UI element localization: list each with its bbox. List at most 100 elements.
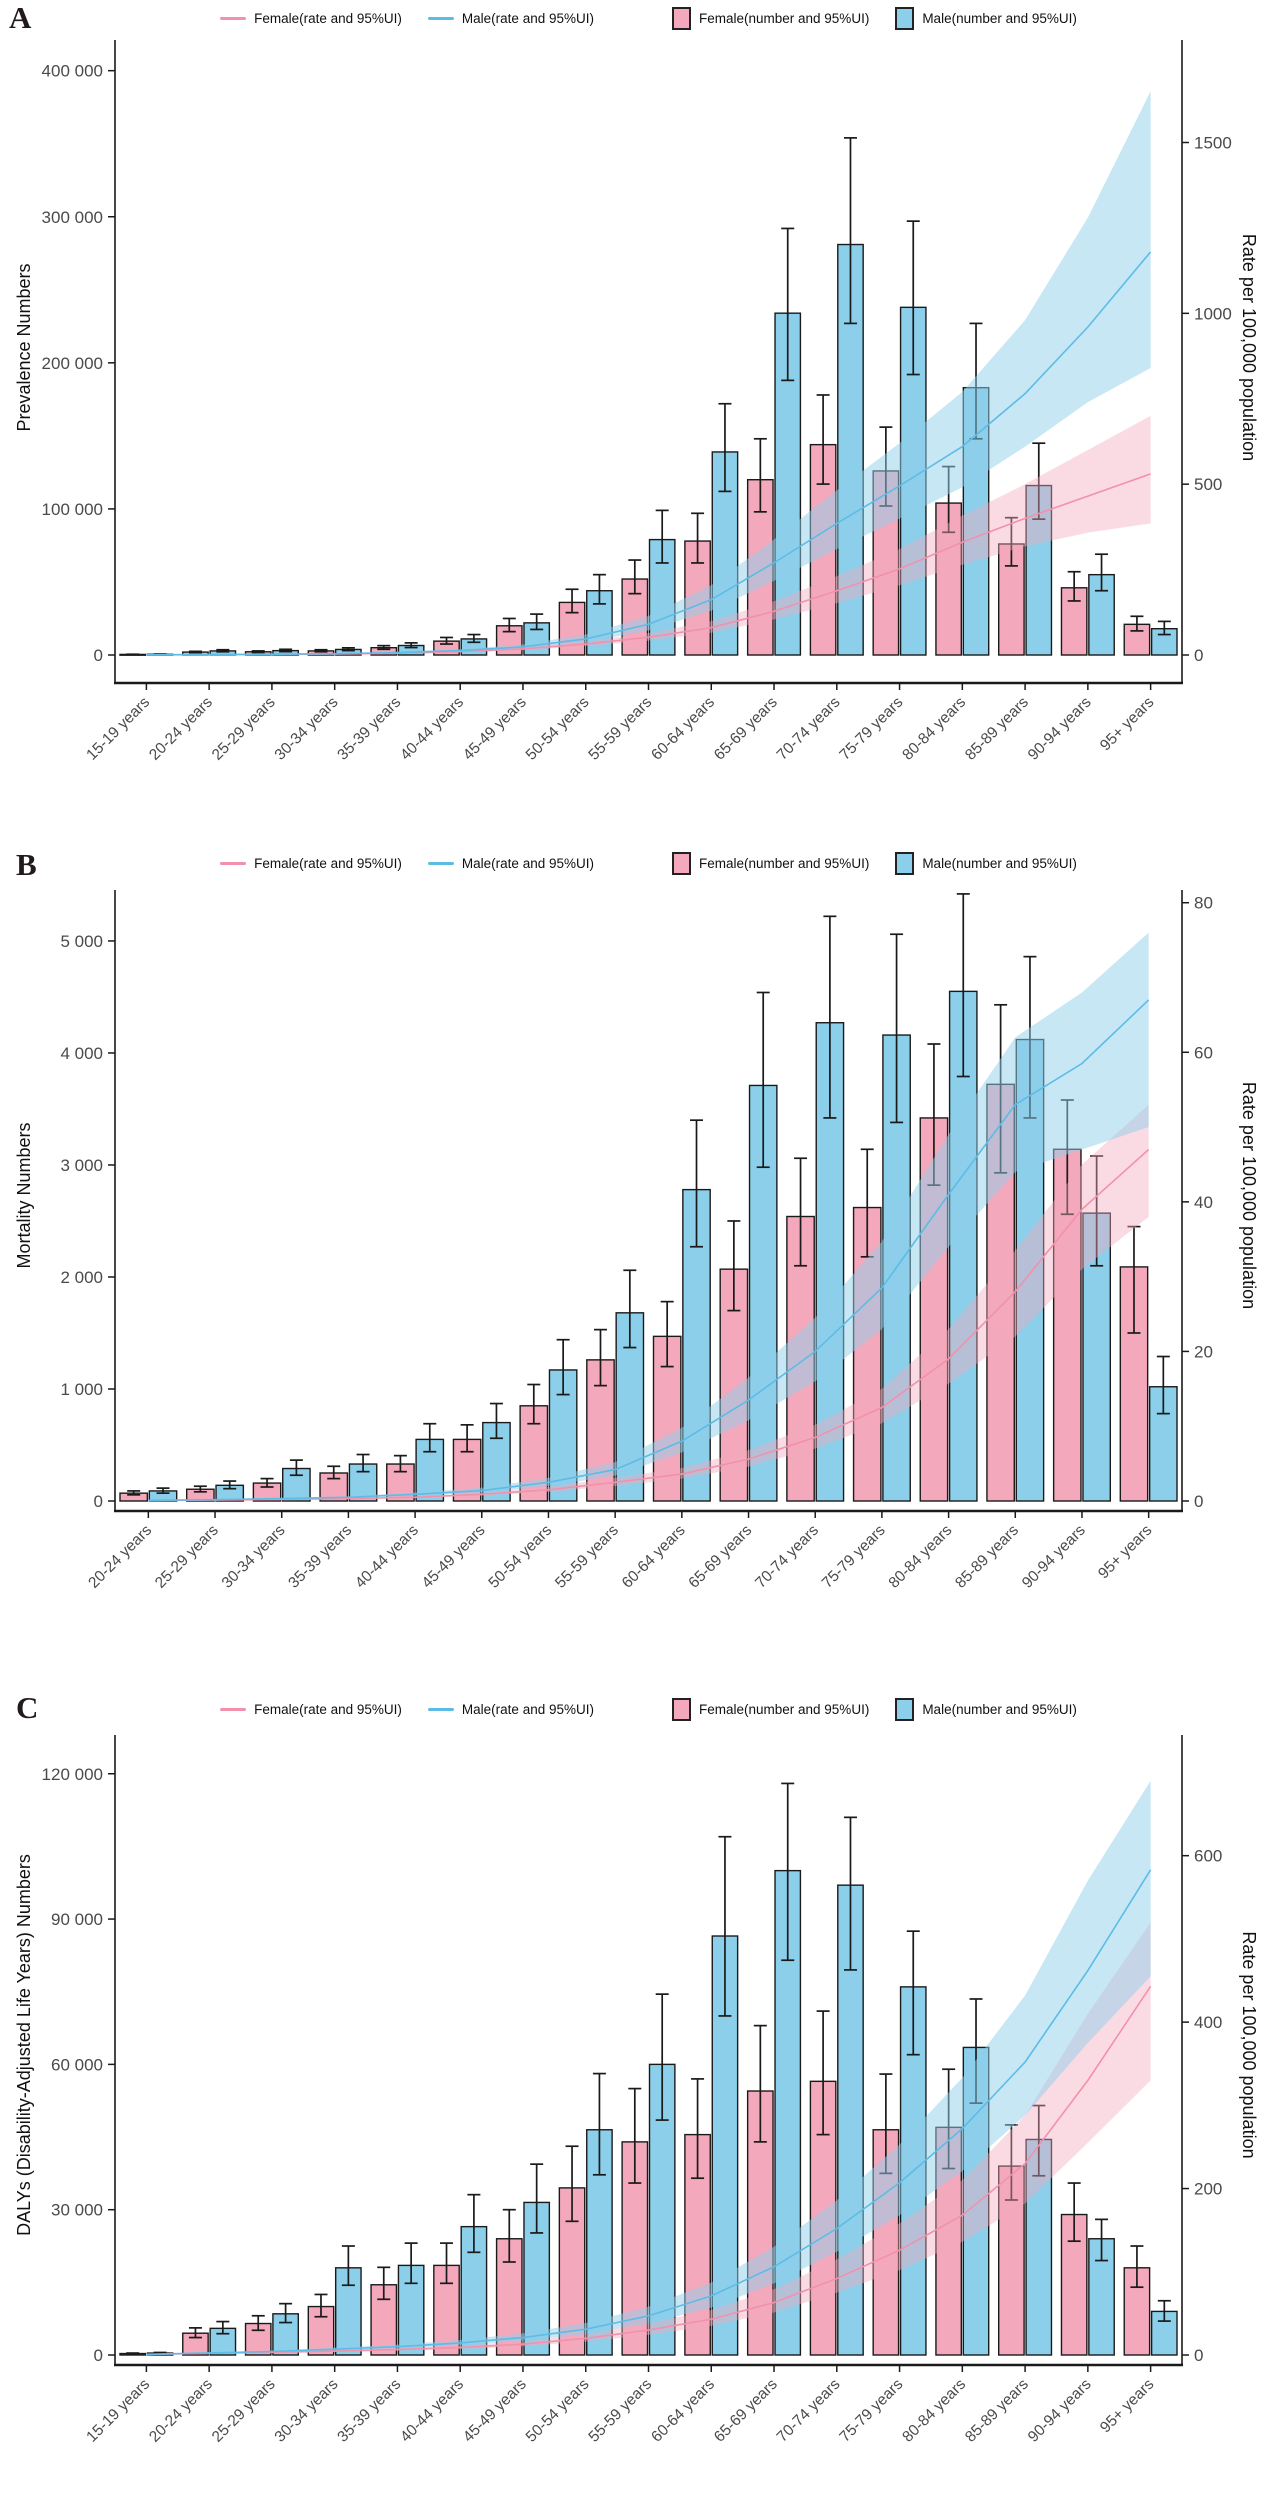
x-tick-label: 35-39 years xyxy=(334,694,404,764)
male-number-box-swatch xyxy=(895,851,915,875)
male-rate-line-swatch xyxy=(427,1707,454,1711)
x-tick-label: 75-79 years xyxy=(836,2376,906,2446)
y-right-tick-label: 20 xyxy=(1194,1342,1213,1361)
male-number-box-swatch xyxy=(895,6,915,30)
legend-label: Male(rate and 95%UI) xyxy=(461,10,594,26)
legend-label: Female(rate and 95%UI) xyxy=(254,1701,402,1717)
female-rate-line xyxy=(146,1985,1152,2356)
panel-C-chart: 0 30 000 60 000 90 000 120 000 0 200 400 600 DALY… xyxy=(14,1735,1259,2446)
rate-ribbons xyxy=(146,1780,1151,2355)
x-tick-label: 75-79 years xyxy=(836,694,906,764)
x-tick-label: 30-34 years xyxy=(272,694,342,764)
legend-label: Female(number and 95%UI) xyxy=(698,10,870,26)
bars xyxy=(119,243,1178,656)
error-bars xyxy=(127,893,1170,1496)
legend-label: Female(rate and 95%UI) xyxy=(254,855,402,871)
x-tick-label: 20-24 years xyxy=(85,1522,155,1592)
y-left-axis-title: Prevalence Numbers xyxy=(14,263,34,431)
panel-a-plot: 0 100 000 200 000 300 000 400 000 0 500 1000 150… xyxy=(0,0,1270,845)
female-rate-ribbon xyxy=(148,1104,1149,1501)
legend-item-female-rate: Female(rate and 95%UI) xyxy=(220,1702,402,1717)
y-left-tick-label: 0 xyxy=(94,1492,103,1511)
y-left-tick-label: 90 000 xyxy=(51,1910,103,1929)
y-right-tick-label: 80 xyxy=(1194,894,1213,913)
panel-a-label: A xyxy=(9,0,32,35)
x-tick-label: 65-69 years xyxy=(685,1522,755,1592)
y-right-tick-label: 600 xyxy=(1194,1847,1222,1866)
panel-b-legend: Female(rate and 95%UI) Male(rate and 95%… xyxy=(115,850,1182,876)
error-bars xyxy=(126,1782,1171,2355)
x-tick-label: 35-39 years xyxy=(285,1522,355,1592)
legend-item-male-rate: Male(rate and 95%UI) xyxy=(427,10,594,26)
legend-item-female-number: Female(number and 95%UI) xyxy=(671,6,870,30)
female-rate-line-swatch xyxy=(220,861,247,865)
panel-A-chart: 0 100 000 200 000 300 000 400 000 0 500 1000 150… xyxy=(14,40,1259,764)
male-rate-ribbon xyxy=(146,91,1151,655)
y-right-tick-label: 200 xyxy=(1194,2180,1222,2199)
x-tick-label: 90-94 years xyxy=(1025,2376,1095,2446)
legend-label: Female(rate and 95%UI) xyxy=(254,10,402,26)
female-number-box-swatch xyxy=(671,1697,691,1721)
x-tick-label: 80-84 years xyxy=(886,1522,956,1592)
y-left-tick-label: 60 000 xyxy=(51,2055,103,2074)
panel-b-mortality: B Female(rate and 95%UI) Male(rate and 9… xyxy=(0,845,1270,1660)
y-left-ticks: 0 1 000 2 000 3 000 4 000 5 000 xyxy=(60,932,115,1511)
legend-label: Male(number and 95%UI) xyxy=(922,1701,1077,1717)
female-rate-line xyxy=(148,1148,1150,1502)
male-number-box-swatch xyxy=(895,1697,915,1721)
x-tick-label: 60-64 years xyxy=(648,694,718,764)
x-tick-label: 45-49 years xyxy=(460,694,530,764)
y-right-tick-label: 1500 xyxy=(1194,134,1232,153)
legend-item-male-number: Male(number and 95%UI) xyxy=(895,6,1077,30)
female-rate-line-swatch xyxy=(220,16,247,20)
male-bar xyxy=(415,1438,445,1502)
panel-b-plot: 0 1 000 2 000 3 000 4 000 5 000 0 20 40 60 80 Morta… xyxy=(0,845,1270,1660)
female-number-box-swatch xyxy=(671,851,691,875)
x-tick-label: 70-74 years xyxy=(752,1522,822,1592)
female-number-box-swatch xyxy=(671,6,691,30)
y-right-tick-label: 1000 xyxy=(1194,304,1232,323)
x-tick-label: 50-54 years xyxy=(523,694,593,764)
y-left-ticks: 0 100 000 200 000 300 000 400 000 xyxy=(42,62,115,665)
x-tick-label: 30-34 years xyxy=(272,2376,342,2446)
legend-item-female-number: Female(number and 95%UI) xyxy=(671,851,869,875)
y-left-tick-label: 4 000 xyxy=(60,1044,103,1063)
male-bar xyxy=(523,622,551,656)
y-left-tick-label: 30 000 xyxy=(51,2201,103,2220)
x-tick-label: 85-89 years xyxy=(952,1522,1022,1592)
y-right-axis-title: Rate per 100,000 population xyxy=(1239,234,1259,461)
y-right-ticks: 0 20 40 60 80 xyxy=(1182,894,1213,1511)
legend-item-female-rate: Female(rate and 95%UI) xyxy=(220,11,402,26)
x-tick-label: 55-59 years xyxy=(585,2376,655,2446)
panel-a-prevalence: A Female(rate and 95%UI) Male(rate and 9… xyxy=(0,0,1270,845)
male-rate-line-swatch xyxy=(427,861,454,865)
panel-c-legend: Female(rate and 95%UI) Male(rate and 95%… xyxy=(115,1696,1182,1722)
x-tick-label: 70-74 years xyxy=(774,2376,844,2446)
x-tick-label: 25-29 years xyxy=(209,694,279,764)
y-left-tick-label: 100 000 xyxy=(42,500,103,519)
y-right-axis-title: Rate per 100,000 population xyxy=(1239,1082,1259,1309)
y-left-tick-label: 3 000 xyxy=(60,1156,103,1175)
y-right-tick-label: 0 xyxy=(1194,1492,1203,1511)
legend-label: Male(number and 95%UI) xyxy=(922,10,1077,26)
panel-B-chart: 0 1 000 2 000 3 000 4 000 5 000 0 20 40 60 80 Morta… xyxy=(14,890,1259,1592)
female-rate-ribbon xyxy=(146,415,1151,655)
male-rate-ribbon xyxy=(148,932,1149,1501)
x-tick-label: 75-79 years xyxy=(819,1522,889,1592)
y-right-tick-label: 500 xyxy=(1194,475,1222,494)
male-rate-line xyxy=(146,1869,1152,2356)
legend-item-female-number: Female(number and 95%UI) xyxy=(671,1697,869,1721)
x-tick-label: 65-69 years xyxy=(711,694,781,764)
legend-label: Male(number and 95%UI) xyxy=(922,855,1077,871)
y-right-ticks: 0 200 400 600 xyxy=(1182,1847,1222,2365)
panel-c-dalys: C Female(rate and 95%UI) Male(rate and 9… xyxy=(0,1660,1270,2500)
x-tick-label: 90-94 years xyxy=(1025,694,1095,764)
x-tick-label: 50-54 years xyxy=(523,2376,593,2446)
x-tick-label: 85-89 years xyxy=(962,694,1032,764)
y-left-axis-title: Mortality Numbers xyxy=(14,1122,34,1268)
y-right-tick-label: 0 xyxy=(1194,2346,1203,2365)
y-right-tick-label: 400 xyxy=(1194,2013,1222,2032)
x-tick-label: 70-74 years xyxy=(774,694,844,764)
